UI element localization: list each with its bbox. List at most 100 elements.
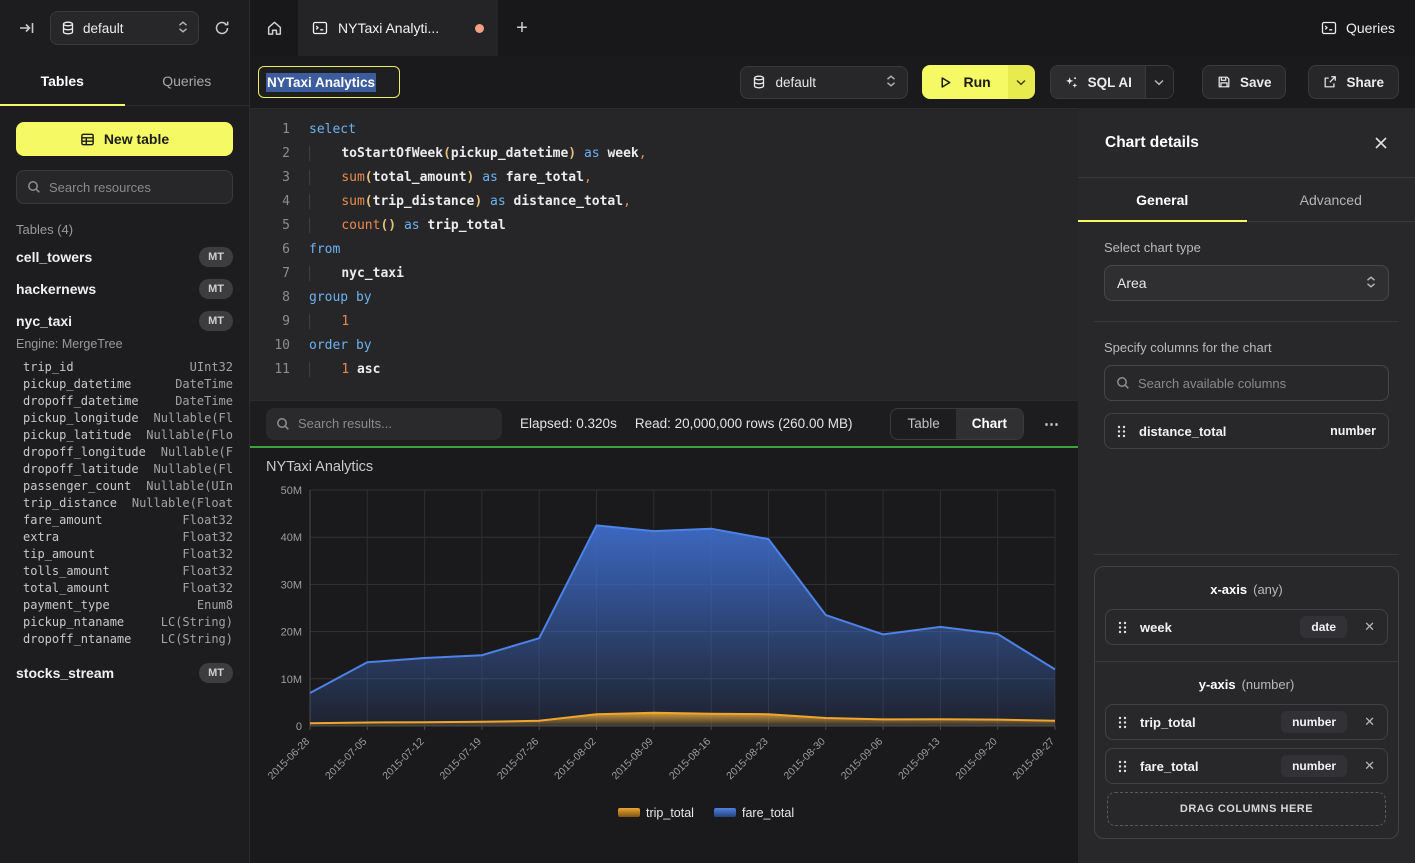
column-name: fare_amount (23, 513, 102, 527)
chart-type-value: Area (1117, 275, 1147, 291)
column-name: passenger_count (23, 479, 131, 493)
sql-ai-options-button[interactable] (1145, 66, 1173, 98)
query-title-value: NYTaxi Analytics (266, 73, 376, 92)
drag-handle-icon[interactable] (1117, 425, 1126, 438)
tab-general[interactable]: General (1078, 178, 1247, 221)
column-name: pickup_longitude (23, 411, 139, 425)
save-button[interactable]: Save (1202, 65, 1287, 99)
table-row-nyc_taxi[interactable]: nyc_taxiMT (0, 305, 249, 337)
tables-list: cell_towersMThackernewsMTnyc_taxiMTEngin… (0, 241, 249, 689)
table-row-cell_towers[interactable]: cell_towersMT (0, 241, 249, 273)
field-name: trip_total (1140, 715, 1196, 730)
unsaved-dot (475, 24, 484, 33)
chart-type-select[interactable]: Area (1104, 265, 1389, 301)
column-row: pickup_ntanameLC(String) (0, 613, 249, 630)
svg-text:2015-09-20: 2015-09-20 (953, 736, 1000, 783)
svg-text:2015-08-30: 2015-08-30 (781, 736, 828, 783)
sql-editor[interactable]: 1select2 toStartOfWeek(pickup_datetime) … (250, 108, 1078, 400)
refresh-icon[interactable] (209, 15, 235, 41)
body: Tables Queries New table Tables (4) cell… (0, 56, 1415, 863)
new-tab-button[interactable]: + (498, 0, 546, 56)
home-tab[interactable] (250, 0, 298, 56)
sql-ai-button[interactable]: SQL AI (1051, 66, 1145, 98)
code-line: 10order by (250, 334, 1078, 358)
line-number: 1 (250, 118, 290, 142)
remove-field-icon[interactable]: ✕ (1364, 714, 1375, 730)
y-axis-hint: (number) (1242, 677, 1295, 692)
view-toggle-chart[interactable]: Chart (956, 409, 1023, 439)
more-options-button[interactable]: ⋯ (1042, 415, 1062, 433)
columns-section: Specify columns for the chart distance_t… (1078, 322, 1415, 457)
column-name: tolls_amount (23, 564, 110, 578)
database-selector[interactable]: default (50, 11, 199, 45)
divider (1094, 554, 1399, 555)
terminal-icon (312, 20, 328, 36)
save-icon (1217, 75, 1231, 89)
code-text: sum(trip_distance) as distance_total, (290, 190, 631, 214)
engine-badge: MT (199, 247, 233, 267)
close-icon[interactable] (1374, 136, 1388, 150)
column-row: dropoff_ntanameLC(String) (0, 630, 249, 647)
query-title-input[interactable]: NYTaxi Analytics (258, 66, 400, 98)
field-type: number (1330, 424, 1376, 438)
share-button[interactable]: Share (1308, 65, 1399, 99)
code-line: 9 1 (250, 310, 1078, 334)
column-row: trip_idUInt32 (0, 358, 249, 375)
line-number: 2 (250, 142, 290, 166)
x-axis-items: weekdate✕ (1105, 609, 1388, 645)
svg-text:0: 0 (296, 721, 302, 733)
drag-handle-icon[interactable] (1118, 621, 1127, 634)
database-icon (752, 75, 766, 89)
sql-ai-button-group: SQL AI (1050, 65, 1174, 99)
view-toggle-table[interactable]: Table (891, 409, 955, 439)
workspace: NYTaxi Analytics default (250, 56, 1415, 863)
drag-handle-icon[interactable] (1118, 716, 1127, 729)
table-row-hackernews[interactable]: hackernewsMT (0, 273, 249, 305)
resource-search[interactable] (16, 170, 233, 204)
sidebar-collapse-icon[interactable] (14, 15, 40, 41)
column-row: extraFloat32 (0, 528, 249, 545)
column-row: dropoff_longitudeNullable(F (0, 443, 249, 460)
query-tab[interactable]: NYTaxi Analyti... (298, 0, 498, 56)
column-type: Float32 (182, 547, 233, 561)
search-icon (1116, 376, 1130, 390)
column-type: LC(String) (161, 615, 233, 629)
new-table-label: New table (104, 131, 169, 147)
y-axis-items: trip_totalnumber✕ fare_totalnumber✕ (1105, 704, 1388, 784)
engine-badge: MT (199, 663, 233, 683)
field-item-week[interactable]: weekdate✕ (1105, 609, 1388, 645)
chart-details-panel: Chart details General Advanced Select ch… (1078, 108, 1415, 863)
remove-field-icon[interactable]: ✕ (1364, 758, 1375, 774)
drag-handle-icon[interactable] (1118, 760, 1127, 773)
code-text: select (290, 118, 356, 142)
topbar: default NYTaxi Analyti... (0, 0, 1415, 56)
resource-search-input[interactable] (49, 180, 222, 195)
code-line: 4 sum(trip_distance) as distance_total, (250, 190, 1078, 214)
columns-search-input[interactable] (1138, 376, 1377, 391)
queries-button[interactable]: Queries (1321, 20, 1395, 36)
column-name: extra (23, 530, 59, 544)
sidebar-tab-queries[interactable]: Queries (125, 56, 250, 105)
tab-advanced[interactable]: Advanced (1247, 178, 1415, 221)
table-row-stocks_stream[interactable]: stocks_stream MT (0, 657, 249, 689)
columns-search[interactable] (1104, 365, 1389, 401)
column-row: total_amountFloat32 (0, 579, 249, 596)
column-type: DateTime (175, 394, 233, 408)
field-item-fare_total[interactable]: fare_totalnumber✕ (1105, 748, 1388, 784)
code-text: 1 (290, 310, 349, 334)
new-table-button[interactable]: New table (16, 122, 233, 156)
drop-zone[interactable]: DRAG COLUMNS HERE (1107, 792, 1386, 826)
line-number: 10 (250, 334, 290, 358)
run-button[interactable]: Run (922, 65, 1007, 99)
remove-field-icon[interactable]: ✕ (1364, 619, 1375, 635)
sidebar-tab-tables[interactable]: Tables (0, 56, 125, 105)
query-database-selector[interactable]: default (740, 66, 908, 99)
results-search-input[interactable] (298, 416, 492, 431)
table-name: stocks_stream (16, 665, 114, 681)
field-item-distance_total[interactable]: distance_totalnumber (1104, 413, 1389, 449)
results-search[interactable] (266, 408, 502, 440)
x-axis-label: x-axis (1210, 582, 1247, 597)
query-header: NYTaxi Analytics default (250, 56, 1415, 108)
run-options-button[interactable] (1008, 65, 1035, 99)
field-item-trip_total[interactable]: trip_totalnumber✕ (1105, 704, 1388, 740)
